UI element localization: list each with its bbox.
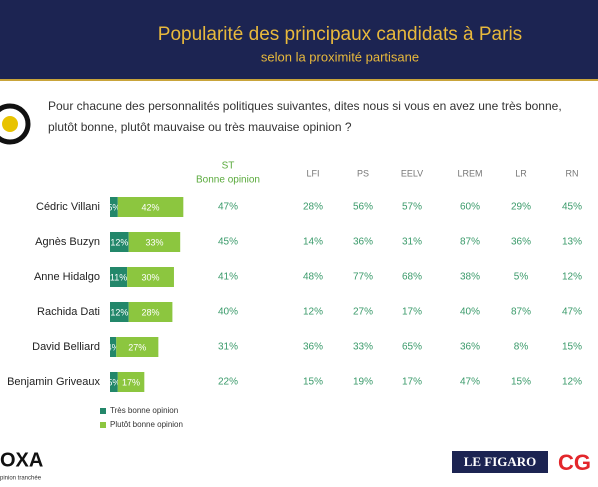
bar-segment [110,232,129,252]
table-value: 36% [511,237,531,248]
bar-label: 4% [107,342,120,352]
table-value: 65% [402,342,422,353]
st-value: 31% [218,342,238,353]
table-value: 15% [303,377,323,388]
column-header: EELV [401,168,423,178]
category-label: Benjamin Griveaux [7,376,100,388]
table-value: 29% [511,202,531,213]
table-value: 14% [303,237,323,248]
title: Popularité des principaux candidats à Pa… [158,24,522,45]
partner-logo: LE FIGARO [464,454,537,469]
bar-segment [110,267,128,287]
bar-label: 12% [110,237,128,247]
table-value: 87% [511,307,531,318]
table-value: 48% [303,272,323,283]
category-label: Agnès Buzyn [35,236,100,248]
table-value: 87% [460,237,480,248]
table-value: 15% [511,377,531,388]
table-value: 47% [460,377,480,388]
tagline: pinion tranchée [0,476,42,482]
table-value: 40% [460,307,480,318]
column-header: LR [515,168,527,178]
bar-label: 42% [142,202,160,212]
legend-swatch [100,422,106,428]
table-value: 36% [460,342,480,353]
bar-segment [110,337,117,357]
figaro-box [452,451,548,473]
table-value: 12% [562,272,582,283]
bar-segment [128,302,173,322]
bar-segment [117,197,184,217]
table-value: 28% [303,202,323,213]
table-value: 12% [562,377,582,388]
table-value: 13% [562,237,582,248]
bar-label: 27% [128,342,146,352]
table-value: 45% [562,202,582,213]
table-value: 57% [402,202,422,213]
bar-label: 11% [110,272,127,282]
bar-label: 30% [142,272,160,282]
table-value: 68% [402,272,422,283]
bar-segment [110,372,118,392]
subtitle: selon la proximité partisane [261,49,419,64]
st-value: 22% [218,377,238,388]
category-label: Cédric Villani [36,201,100,213]
category-label: Rachida Dati [37,306,100,318]
st-value: 41% [218,272,238,283]
partner-logo: CG [558,450,591,475]
table-value: 19% [353,377,373,388]
bar-label: 28% [142,307,160,317]
column-header: RN [566,168,579,178]
table-value: 60% [460,202,480,213]
table-value: 5% [514,272,529,283]
question: Pour chacune des personnalités politique… [48,99,562,113]
column-header: PS [357,168,369,178]
table-value: 36% [353,237,373,248]
column-header: LREM [457,168,482,178]
table-value: 12% [303,307,323,318]
bar-label: 5% [107,202,120,212]
table-value: 47% [562,307,582,318]
bar-label: 33% [145,237,163,247]
legend-label: Très bonne opinion [110,406,178,415]
st-header: ST [222,161,235,172]
column-header: LFI [306,168,319,178]
table-value: 8% [514,342,529,353]
st-value: 40% [218,307,238,318]
bar-label: 17% [122,377,140,387]
logo-icon [0,103,31,145]
table-value: 38% [460,272,480,283]
table-value: 17% [402,307,422,318]
bar-segment [128,232,181,252]
question: plutôt bonne, plutôt mauvaise ou très ma… [48,120,352,134]
table-value: 56% [353,202,373,213]
logo-dot [2,116,18,132]
legend-swatch [100,408,106,414]
table-value: 15% [562,342,582,353]
table-value: 31% [402,237,422,248]
bar-segment [110,302,129,322]
bar-segment [116,337,159,357]
bar-label: 5% [107,377,120,387]
bar-segment [127,267,174,287]
table-value: 27% [353,307,373,318]
st-value: 45% [218,237,238,248]
bar-segment [117,372,145,392]
header-band [0,0,598,80]
category-label: Anne Hidalgo [34,271,100,283]
bar-segment [110,197,118,217]
brand: OXA [0,449,43,471]
table-value: 77% [353,272,373,283]
st-header: Bonne opinion [196,175,260,186]
legend-label: Plutôt bonne opinion [110,420,183,429]
st-value: 47% [218,202,238,213]
table-value: 33% [353,342,373,353]
bar-label: 12% [110,307,128,317]
table-value: 17% [402,377,422,388]
category-label: David Belliard [32,341,100,353]
table-value: 36% [303,342,323,353]
